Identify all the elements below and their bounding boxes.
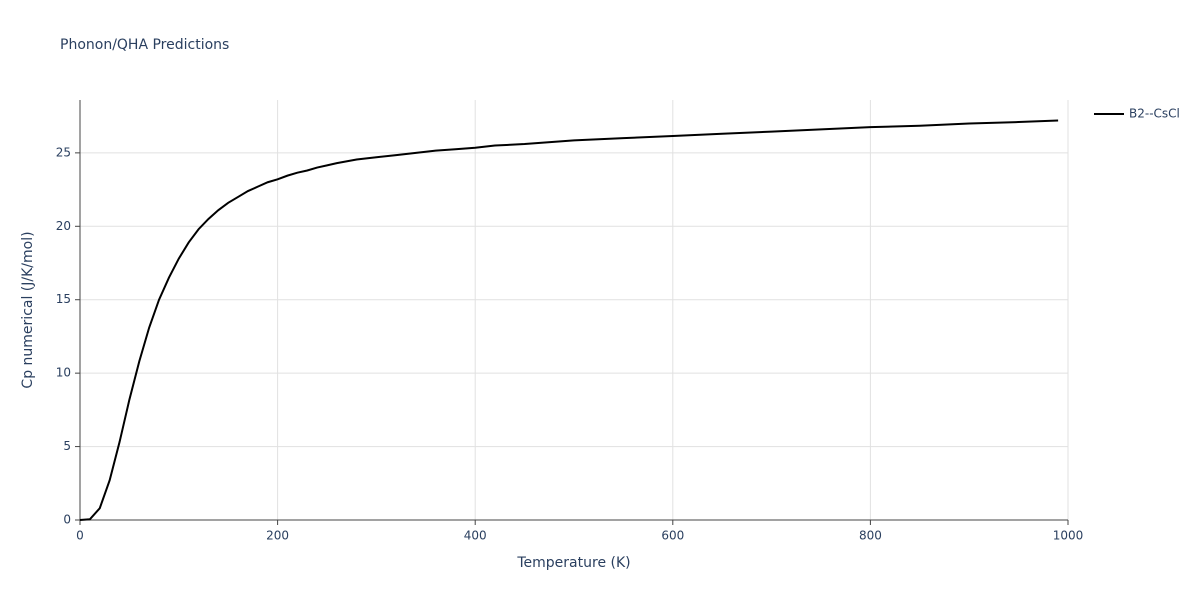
x-tick-label: 1000 — [1053, 529, 1084, 543]
x-tick-label: 200 — [266, 529, 289, 543]
y-tick-label: 15 — [56, 292, 71, 306]
x-tick-label: 400 — [464, 529, 487, 543]
x-axis-label: Temperature (K) — [516, 555, 630, 571]
y-tick-label: 5 — [63, 439, 71, 453]
chart-title: Phonon/QHA Predictions — [60, 37, 229, 53]
x-tick-label: 800 — [859, 529, 882, 543]
y-axis-label: Cp numerical (J/K/mol) — [20, 231, 36, 388]
y-tick-label: 25 — [56, 145, 71, 159]
legend-label: B2--CsCl — [1129, 107, 1180, 121]
x-tick-label: 0 — [76, 529, 84, 543]
y-tick-label: 0 — [63, 513, 71, 527]
y-tick-label: 10 — [56, 366, 71, 380]
y-tick-label: 20 — [56, 219, 71, 233]
x-tick-label: 600 — [661, 529, 684, 543]
line — [79, 119, 1059, 521]
